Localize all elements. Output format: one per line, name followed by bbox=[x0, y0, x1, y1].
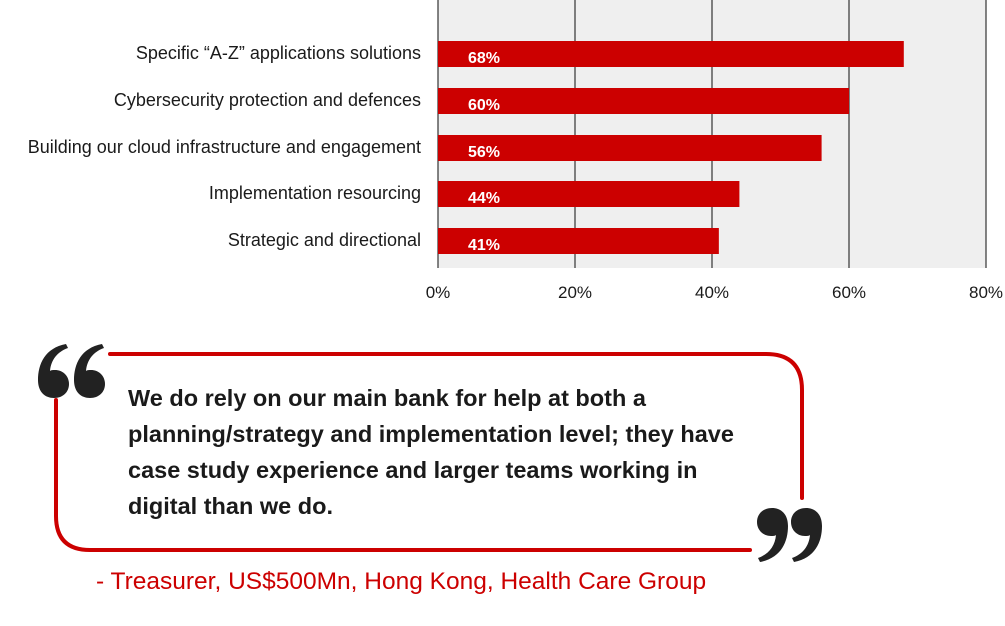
quote-frame bbox=[38, 344, 822, 562]
bar-data-label: 44% bbox=[468, 190, 500, 207]
quote-attribution: - Treasurer, US$500Mn, Hong Kong, Health… bbox=[96, 568, 707, 595]
bar-chart: 68% 60% 56% 44% 41% Specific “A-Z” applicati… bbox=[28, 0, 1003, 302]
bar bbox=[438, 41, 904, 67]
bar-data-label: 60% bbox=[468, 97, 500, 114]
category-label: Implementation resourcing bbox=[209, 183, 421, 203]
bar bbox=[438, 88, 849, 114]
open-quote-icon bbox=[38, 344, 105, 398]
bar-data-label: 56% bbox=[468, 144, 500, 161]
x-axis-ticks: 0% 20% 40% 60% 80% bbox=[426, 283, 1003, 302]
category-label: Cybersecurity protection and defences bbox=[114, 90, 421, 110]
bars: 68% 60% 56% 44% 41% bbox=[438, 41, 904, 254]
quote-text: We do rely on our main bank for help at … bbox=[128, 385, 734, 519]
x-tick-label: 60% bbox=[832, 283, 866, 302]
bar bbox=[438, 228, 719, 254]
bar-data-label: 41% bbox=[468, 237, 500, 254]
bar-data-label: 68% bbox=[468, 50, 500, 67]
x-tick-label: 0% bbox=[426, 283, 451, 302]
category-label: Building our cloud infrastructure and en… bbox=[28, 137, 421, 157]
x-tick-label: 40% bbox=[695, 283, 729, 302]
category-label: Specific “A-Z” applications solutions bbox=[136, 43, 421, 63]
x-tick-label: 20% bbox=[558, 283, 592, 302]
category-labels: Specific “A-Z” applications solutions Cyb… bbox=[28, 43, 421, 250]
bar bbox=[438, 181, 740, 207]
close-quote-icon bbox=[757, 508, 822, 562]
category-label: Strategic and directional bbox=[228, 230, 421, 250]
bar bbox=[438, 135, 822, 161]
quote-border bbox=[54, 352, 804, 552]
x-tick-label: 80% bbox=[969, 283, 1003, 302]
